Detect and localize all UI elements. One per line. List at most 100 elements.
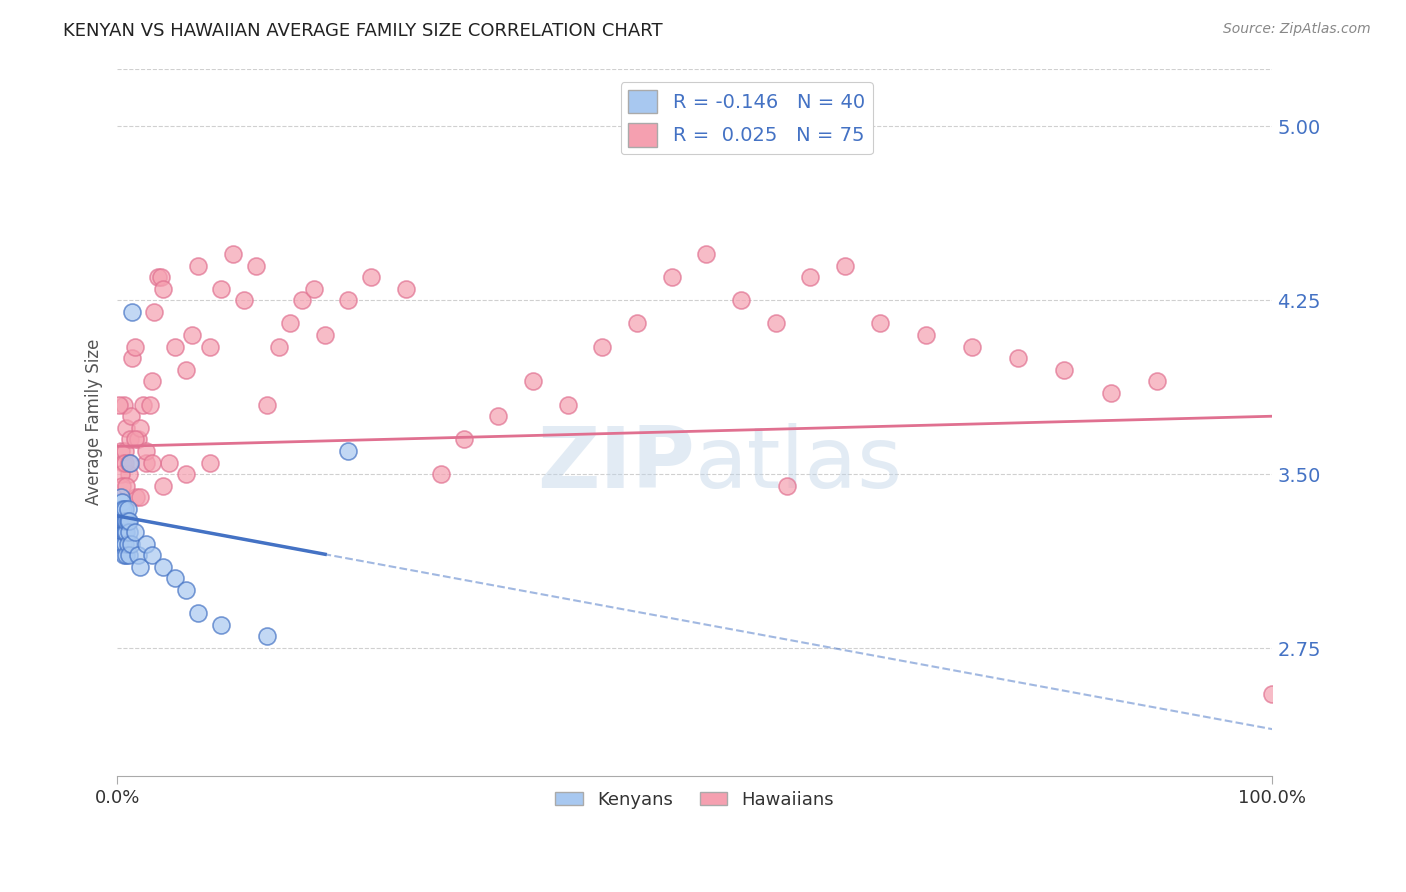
Point	[1053, 363, 1076, 377]
Point	[730, 293, 752, 308]
Point	[111, 514, 134, 528]
Point	[522, 375, 544, 389]
Point	[150, 270, 173, 285]
Point	[486, 409, 509, 424]
Point	[187, 606, 209, 620]
Point	[108, 514, 131, 528]
Point	[395, 282, 418, 296]
Point	[112, 525, 135, 540]
Point	[280, 317, 302, 331]
Point	[245, 259, 267, 273]
Text: KENYAN VS HAWAIIAN AVERAGE FAMILY SIZE CORRELATION CHART: KENYAN VS HAWAIIAN AVERAGE FAMILY SIZE C…	[63, 22, 662, 40]
Point	[108, 398, 131, 412]
Point	[114, 514, 136, 528]
Point	[157, 456, 180, 470]
Point	[222, 247, 245, 261]
Point	[138, 398, 160, 412]
Point	[765, 317, 787, 331]
Point	[141, 549, 163, 563]
Point	[198, 456, 221, 470]
Point	[114, 456, 136, 470]
Text: atlas: atlas	[695, 423, 903, 506]
Point	[914, 328, 936, 343]
Point	[115, 479, 138, 493]
Point	[118, 549, 141, 563]
Point	[124, 491, 146, 505]
Point	[143, 305, 166, 319]
Point	[1146, 375, 1168, 389]
Point	[117, 514, 139, 528]
Point	[209, 282, 232, 296]
Point	[115, 525, 138, 540]
Point	[127, 549, 149, 563]
Text: Source: ZipAtlas.com: Source: ZipAtlas.com	[1223, 22, 1371, 37]
Point	[152, 479, 174, 493]
Point	[114, 525, 136, 540]
Point	[291, 293, 314, 308]
Point	[695, 247, 717, 261]
Point	[110, 444, 132, 458]
Point	[869, 317, 891, 331]
Point	[256, 398, 278, 412]
Point	[117, 537, 139, 551]
Point	[118, 433, 141, 447]
Point	[141, 456, 163, 470]
Point	[112, 398, 135, 412]
Point	[1099, 386, 1122, 401]
Point	[121, 351, 143, 366]
Point	[129, 421, 152, 435]
Point	[267, 340, 290, 354]
Point	[108, 537, 131, 551]
Point	[118, 525, 141, 540]
Point	[163, 572, 186, 586]
Point	[111, 495, 134, 509]
Point	[110, 502, 132, 516]
Point	[135, 456, 157, 470]
Point	[129, 560, 152, 574]
Point	[176, 363, 198, 377]
Point	[111, 537, 134, 551]
Point	[115, 421, 138, 435]
Point	[129, 491, 152, 505]
Point	[176, 467, 198, 482]
Point	[110, 491, 132, 505]
Point	[115, 549, 138, 563]
Point	[557, 398, 579, 412]
Point	[118, 456, 141, 470]
Point	[121, 305, 143, 319]
Point	[1261, 687, 1284, 701]
Point	[111, 525, 134, 540]
Point	[360, 270, 382, 285]
Point	[256, 629, 278, 643]
Point	[124, 525, 146, 540]
Point	[118, 456, 141, 470]
Point	[112, 549, 135, 563]
Point	[591, 340, 613, 354]
Point	[661, 270, 683, 285]
Point	[112, 514, 135, 528]
Point	[776, 479, 799, 493]
Text: ZIP: ZIP	[537, 423, 695, 506]
Point	[115, 514, 138, 528]
Point	[314, 328, 336, 343]
Point	[141, 375, 163, 389]
Point	[146, 270, 169, 285]
Point	[429, 467, 451, 482]
Point	[114, 444, 136, 458]
Point	[152, 282, 174, 296]
Point	[135, 444, 157, 458]
Point	[453, 433, 475, 447]
Point	[181, 328, 204, 343]
Point	[302, 282, 325, 296]
Point	[118, 514, 141, 528]
Point	[198, 340, 221, 354]
Point	[117, 502, 139, 516]
Point	[176, 583, 198, 598]
Point	[799, 270, 821, 285]
Point	[111, 456, 134, 470]
Point	[118, 467, 141, 482]
Point	[124, 433, 146, 447]
Point	[233, 293, 256, 308]
Point	[152, 560, 174, 574]
Point	[114, 537, 136, 551]
